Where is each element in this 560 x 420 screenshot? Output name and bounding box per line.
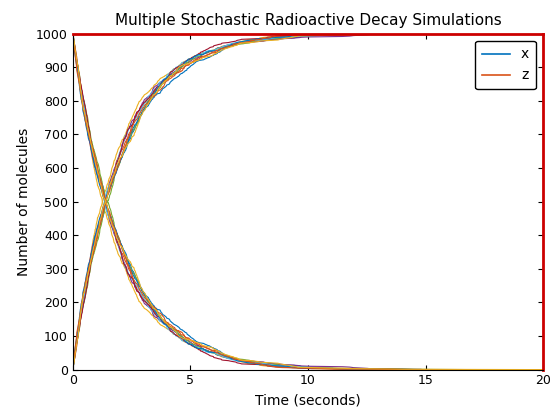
X-axis label: Time (seconds): Time (seconds): [255, 393, 361, 407]
Title: Multiple Stochastic Radioactive Decay Simulations: Multiple Stochastic Radioactive Decay Si…: [115, 13, 501, 28]
Legend: x, z: x, z: [475, 41, 536, 89]
Y-axis label: Number of molecules: Number of molecules: [16, 128, 30, 276]
